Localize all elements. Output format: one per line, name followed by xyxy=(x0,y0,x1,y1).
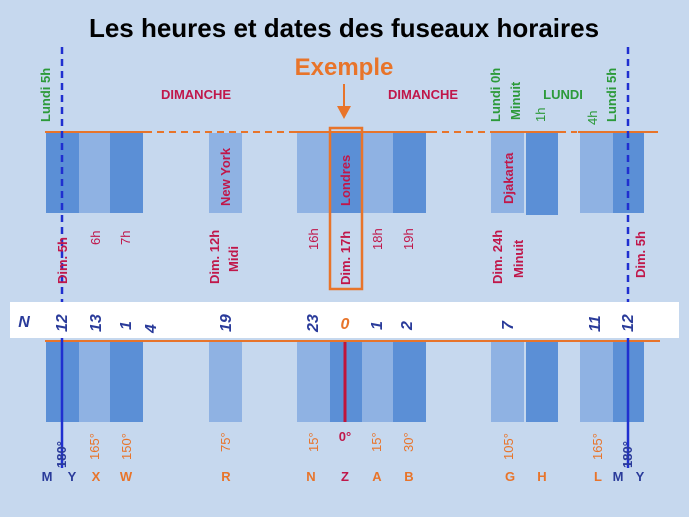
top-band xyxy=(580,133,613,213)
bottom-band xyxy=(393,342,426,422)
label-dim-17h: Dim. 17h xyxy=(338,231,353,285)
label-minuit: Minuit xyxy=(511,239,526,278)
label-new-york: New York xyxy=(218,147,233,206)
degree-label: 105° xyxy=(501,433,516,460)
degree-label: 30° xyxy=(401,432,416,452)
zone-letter: R xyxy=(221,469,231,484)
zone-letter: Y xyxy=(68,469,77,484)
strip-number: 2 xyxy=(399,321,416,331)
strip-numbers: 12 13 1 4 19 23 0 1 2 7 11 12 xyxy=(54,314,637,334)
label-midi: Midi xyxy=(226,246,241,272)
down-arrow-icon xyxy=(337,84,351,119)
zone-letter: M xyxy=(613,469,624,484)
top-band xyxy=(297,133,330,213)
zone-letter: G xyxy=(505,469,515,484)
label-dimanche-left: DIMANCHE xyxy=(161,87,231,102)
degree-label: 180° xyxy=(620,441,635,468)
strip-number: 7 xyxy=(500,320,517,330)
degree-labels: 180° 165° 150° 75° 15° 0° 15° 30° 105° 1… xyxy=(54,429,635,468)
bottom-band xyxy=(110,342,143,422)
bottom-band xyxy=(297,342,330,422)
strip-number: 23 xyxy=(305,314,322,333)
bottom-band xyxy=(362,342,393,422)
label-dim-5h: Dim. 5h xyxy=(55,237,70,284)
zone-letters: M Y X W R N Z A B G H L M Y xyxy=(42,469,645,484)
strip-number: 12 xyxy=(620,314,637,332)
top-band xyxy=(330,133,362,213)
strip-number: 1 xyxy=(118,321,135,330)
label-4h: 4h xyxy=(585,111,600,125)
label-18h: 18h xyxy=(370,228,385,250)
zone-letter: B xyxy=(404,469,413,484)
label-1h: 1h xyxy=(533,108,548,122)
label-dim-24h: Dim. 24h xyxy=(490,230,505,284)
strip-letter: N xyxy=(18,314,30,331)
top-zone-bands xyxy=(46,133,644,215)
zone-letter: M xyxy=(42,469,53,484)
top-band xyxy=(491,133,524,213)
bottom-zone-bands xyxy=(46,342,644,422)
zone-letter: Z xyxy=(341,469,349,484)
top-band xyxy=(209,133,242,213)
bottom-band xyxy=(526,342,558,422)
bottom-band xyxy=(580,342,613,422)
zone-letter: Y xyxy=(636,469,645,484)
top-band xyxy=(393,133,426,213)
label-minuit-top: Minuit xyxy=(508,81,523,120)
degree-label: 165° xyxy=(87,433,102,460)
label-7h: 7h xyxy=(118,231,133,245)
top-band xyxy=(526,133,558,215)
degree-label: 180° xyxy=(54,441,69,468)
zone-letter: X xyxy=(92,469,101,484)
degree-label: 75° xyxy=(218,432,233,452)
label-londres: Londres xyxy=(338,155,353,206)
strip-number: 13 xyxy=(88,314,105,332)
label-lundi-0h: Lundi 0h xyxy=(488,68,503,122)
zone-letter: N xyxy=(306,469,315,484)
example-highlight-box xyxy=(328,126,364,291)
label-dim-12h: Dim. 12h xyxy=(207,230,222,284)
zone-letter: A xyxy=(372,469,382,484)
label-lundi-5h-right: Lundi 5h xyxy=(604,68,619,122)
degree-label-zero: 0° xyxy=(339,429,351,444)
degree-label: 165° xyxy=(590,433,605,460)
zone-letter: H xyxy=(537,469,546,484)
degree-label: 150° xyxy=(119,433,134,460)
strip-number: 1 xyxy=(369,321,386,330)
bottom-band xyxy=(79,342,110,422)
zone-letter: W xyxy=(120,469,133,484)
diagram-title: Les heures et dates des fuseaux horaires xyxy=(89,13,599,43)
label-lundi: LUNDI xyxy=(543,87,583,102)
strip-number: 4 xyxy=(143,324,160,334)
example-label: Exemple xyxy=(295,54,394,81)
strip-number-zero: 0 xyxy=(341,316,350,333)
top-band xyxy=(110,133,143,213)
label-djakarta: Djakarta xyxy=(501,152,516,204)
label-16h: 16h xyxy=(306,228,321,250)
label-19h: 19h xyxy=(401,228,416,250)
top-band xyxy=(362,133,393,213)
degree-label: 15° xyxy=(306,432,321,452)
top-band xyxy=(79,133,110,213)
label-lundi-5h: Lundi 5h xyxy=(38,68,53,122)
strip-number: 12 xyxy=(54,314,71,332)
bottom-band xyxy=(491,342,524,422)
number-strip xyxy=(10,302,679,338)
bottom-band xyxy=(209,342,242,422)
strip-number: 11 xyxy=(587,315,604,332)
label-6h: 6h xyxy=(88,231,103,245)
strip-number: 19 xyxy=(218,314,235,332)
label-dim-5h-right: Dim. 5h xyxy=(633,231,648,278)
label-dimanche-right: DIMANCHE xyxy=(388,87,458,102)
zone-letter: L xyxy=(594,469,602,484)
degree-label: 15° xyxy=(369,432,384,452)
